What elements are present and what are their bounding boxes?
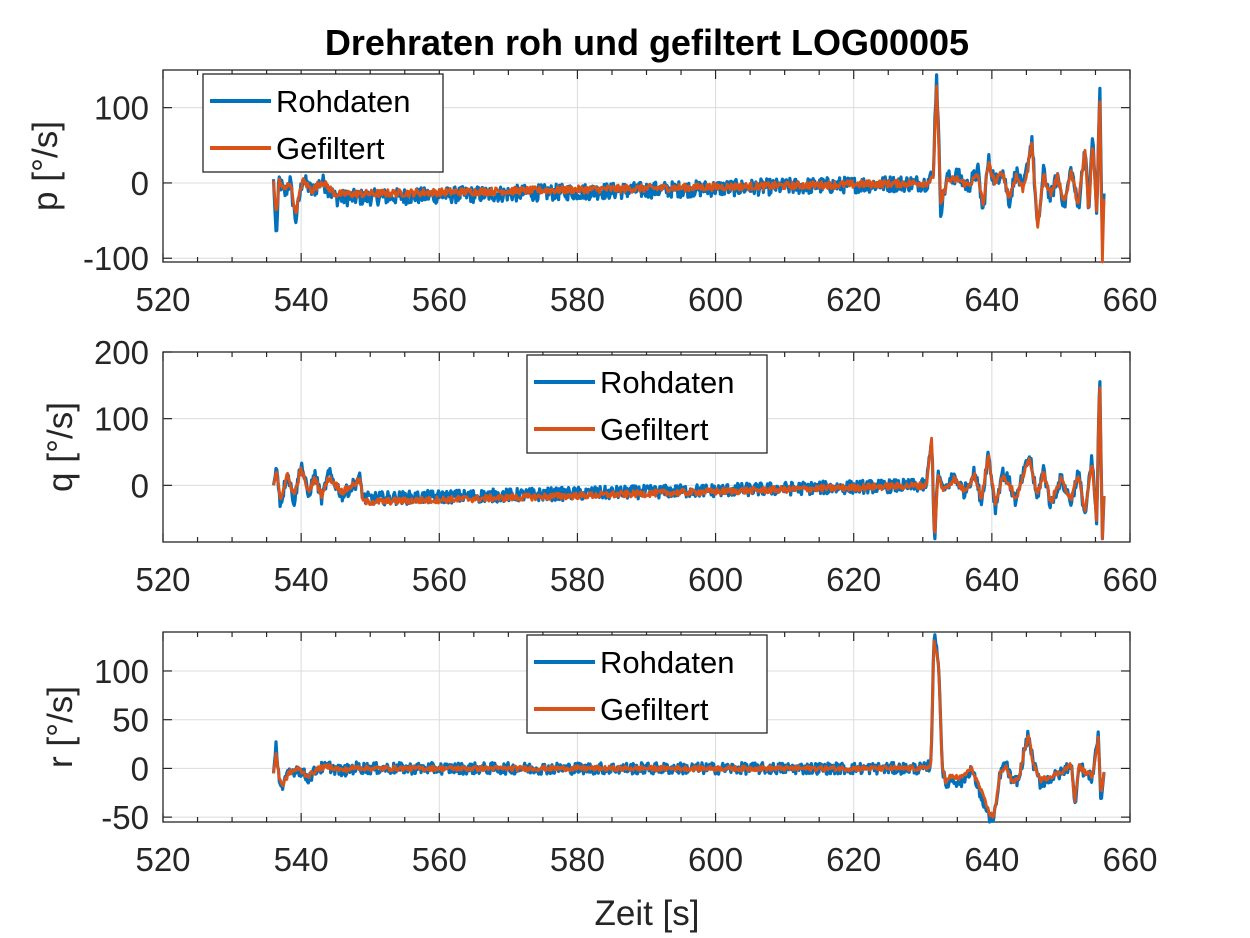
axis-ticks (162, 351, 1131, 542)
legend-box (526, 354, 768, 454)
legend: Rohdaten Gefiltert (202, 73, 444, 173)
x-axis-label: Zeit [s] (594, 894, 699, 933)
y-axis-label: r [°/s] (41, 686, 80, 768)
legend-label: Rohdaten (600, 645, 734, 680)
y-tick-label: 100 (94, 653, 149, 690)
x-tick-label: 520 (135, 561, 190, 598)
x-tick-label: 640 (964, 281, 1019, 318)
legend: Rohdaten Gefiltert (526, 634, 768, 734)
x-tick-label: 600 (688, 841, 743, 878)
x-tick-label: 660 (1102, 281, 1157, 318)
y-tick-label: 0 (131, 165, 149, 202)
x-tick-label: 600 (688, 281, 743, 318)
x-tick-label: 540 (274, 841, 329, 878)
x-tick-label: 520 (135, 841, 190, 878)
chart-title: Drehraten roh und gefiltert LOG00005 (325, 22, 969, 63)
x-tick-label: 580 (550, 281, 605, 318)
x-tick-label: 580 (550, 561, 605, 598)
x-tick-label: 620 (826, 281, 881, 318)
legend-box (202, 73, 444, 173)
y-tick-label: 100 (94, 90, 149, 127)
x-tick-label: 660 (1102, 561, 1157, 598)
x-tick-label: 600 (688, 561, 743, 598)
x-tick-label: 540 (274, 561, 329, 598)
legend: Rohdaten Gefiltert (526, 354, 768, 454)
y-tick-label: -50 (101, 799, 149, 836)
series-line-gefiltert (272, 84, 1106, 264)
x-tick-label: 620 (826, 841, 881, 878)
y-tick-label: 200 (94, 334, 149, 371)
x-tick-label: 560 (412, 561, 467, 598)
subplot-q: 520 540 560 580 600 620 640 660 0 100 200 q [°/s] Ro… (41, 334, 1158, 598)
y-tick-label: 0 (131, 750, 149, 787)
legend-label: Gefiltert (276, 131, 385, 166)
x-tick-label: 640 (964, 561, 1019, 598)
y-tick-label: 50 (112, 702, 149, 739)
y-tick-label: 100 (94, 401, 149, 438)
subplot-p: 520 540 560 580 600 620 640 660 -100 0 100 p [°/s] R… (26, 69, 1158, 318)
x-tick-label: 640 (964, 841, 1019, 878)
x-tick-label: 580 (550, 841, 605, 878)
legend-label: Gefiltert (600, 692, 709, 727)
x-tick-label: 560 (412, 281, 467, 318)
x-tick-label: 540 (274, 281, 329, 318)
x-tick-label: 660 (1102, 841, 1157, 878)
y-tick-label: -100 (83, 240, 149, 277)
series-line-gefiltert (272, 639, 1106, 819)
x-tick-label: 560 (412, 841, 467, 878)
x-tick-label: 620 (826, 561, 881, 598)
x-tick-label: 520 (135, 281, 190, 318)
legend-label: Gefiltert (600, 412, 709, 447)
series-line-gefiltert (272, 386, 1106, 541)
legend-label: Rohdaten (276, 84, 410, 119)
legend-label: Rohdaten (600, 365, 734, 400)
legend-box (526, 634, 768, 734)
y-axis-label: q [°/s] (41, 402, 80, 492)
y-tick-label: 0 (131, 467, 149, 504)
subplot-r: 520 540 560 580 600 620 640 660 -50 0 50 100 r [°/s]… (41, 631, 1158, 878)
y-axis-label: p [°/s] (26, 121, 65, 211)
